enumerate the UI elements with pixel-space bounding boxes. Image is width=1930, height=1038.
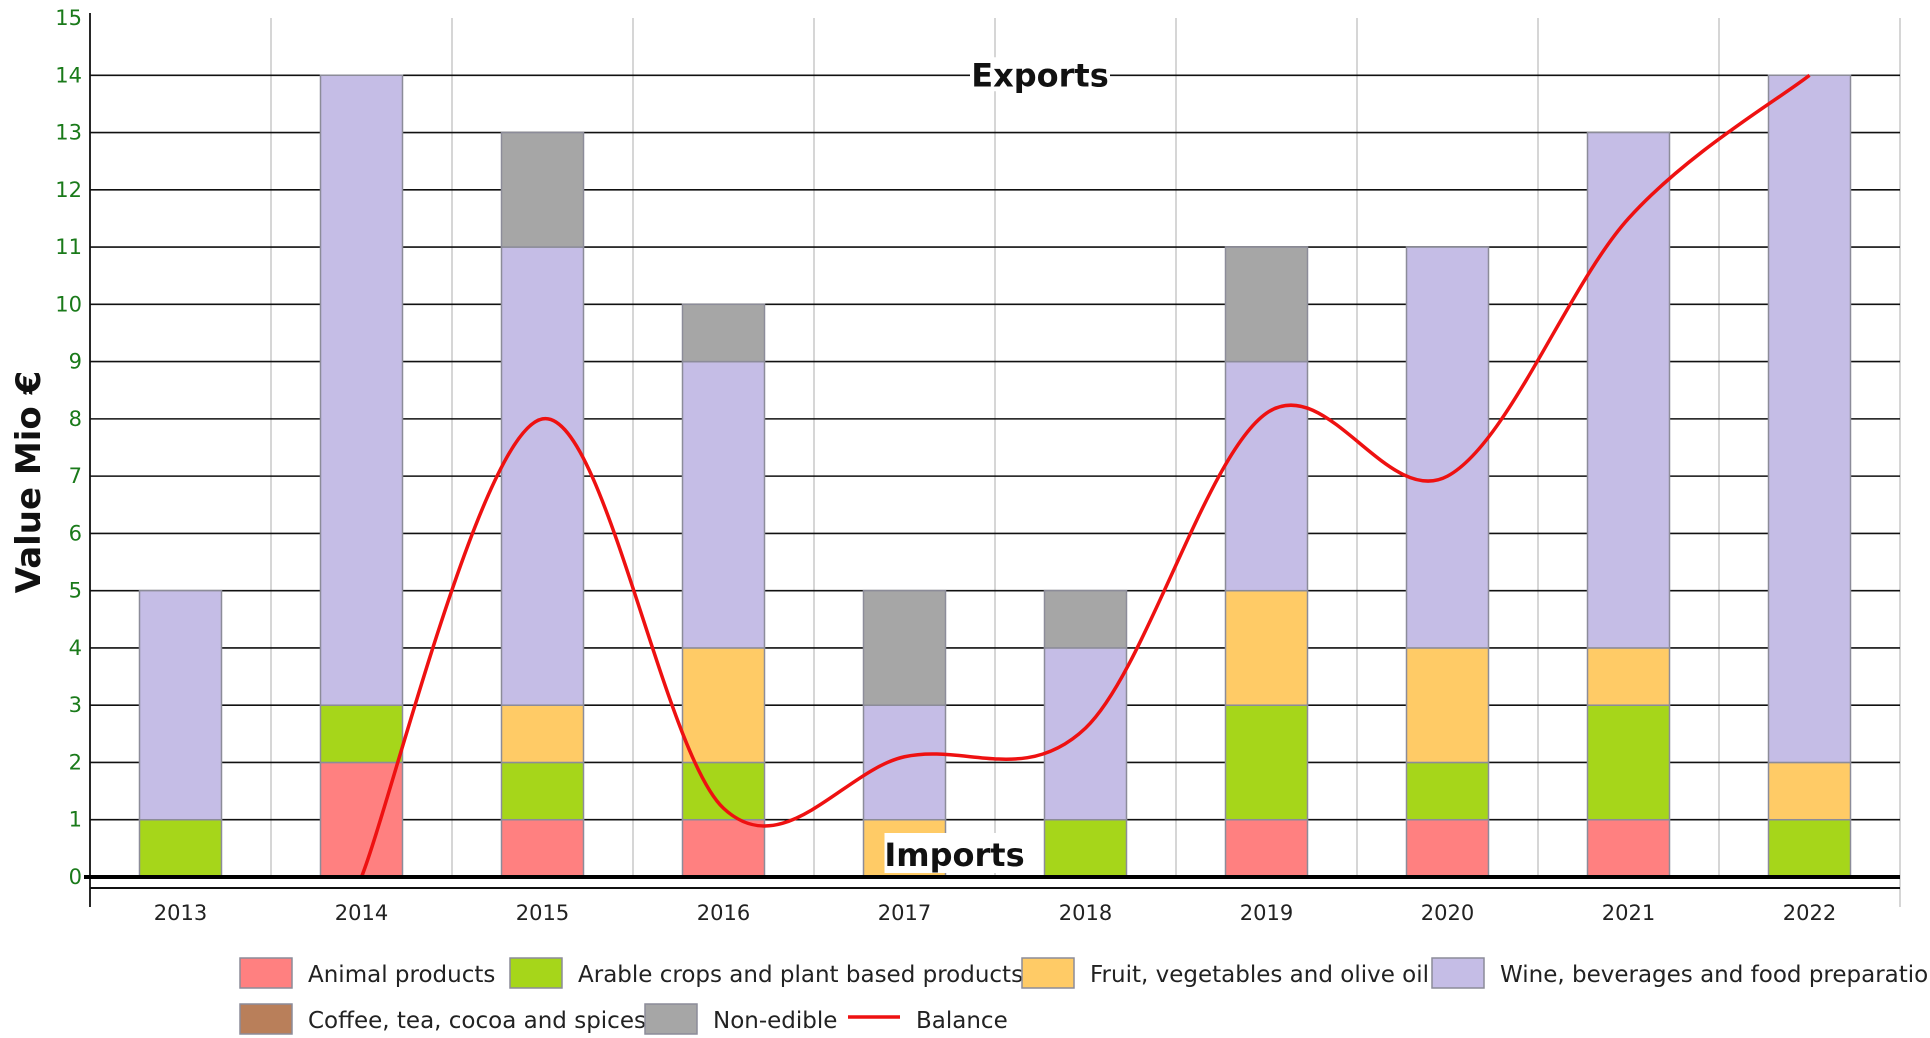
bar-segment — [681, 818, 766, 878]
bar-segment — [681, 303, 766, 363]
bar-segment — [500, 761, 585, 821]
axes — [84, 13, 1900, 907]
bar-segment — [319, 704, 404, 764]
bar-segment — [681, 647, 766, 764]
balance-line — [359, 73, 1811, 878]
y-tick-label: 14 — [55, 63, 82, 87]
legend-label: Fruit, vegetables and olive oil — [1090, 962, 1429, 988]
bar-segment — [1586, 131, 1671, 649]
bar-segment — [1767, 74, 1852, 764]
bar-segment — [1224, 589, 1309, 706]
imports-label: Imports — [884, 836, 1024, 874]
balance-line-group — [359, 73, 1811, 878]
x-tick-label: 2019 — [1240, 901, 1293, 925]
legend-label: Animal products — [308, 962, 495, 988]
x-tick-label: 2021 — [1602, 901, 1655, 925]
bar-segment — [862, 704, 947, 821]
y-tick-label: 4 — [69, 636, 82, 660]
x-tick-labels: 2013 2014 2015 2016 2017 2018 2019 2020 2021 2022 — [154, 901, 1836, 925]
bar-segment — [319, 74, 404, 706]
bar-segment — [1586, 647, 1671, 706]
y-tick-label: 2 — [69, 750, 82, 774]
bar-segment — [319, 761, 404, 878]
stacked-bars — [138, 74, 1852, 878]
y-tick-label: 8 — [69, 407, 82, 431]
bar-segment — [1767, 818, 1852, 878]
x-tick-label: 2016 — [697, 901, 750, 925]
bar-segment — [138, 818, 223, 878]
legend-label: Non-edible — [713, 1008, 837, 1034]
x-tick-label: 2017 — [878, 901, 931, 925]
exports-label: Exports — [971, 56, 1109, 94]
x-tick-label: 2015 — [516, 901, 569, 925]
legend-swatch — [1021, 957, 1075, 989]
bar-segment — [500, 131, 585, 248]
y-tick-label: 12 — [55, 178, 82, 202]
legend-swatch — [1431, 957, 1485, 989]
bar-segment — [681, 761, 766, 821]
x-tick-label: 2018 — [1059, 901, 1112, 925]
legend: Animal products Arable crops and plant ba… — [239, 957, 1930, 1035]
bar-segment — [1405, 246, 1490, 649]
bar-segment — [681, 360, 766, 649]
legend-swatch — [509, 957, 563, 989]
bar-segment — [1405, 647, 1490, 764]
y-tick-label: 13 — [55, 121, 82, 145]
bar-segment — [1224, 704, 1309, 821]
bar-segment — [1224, 818, 1309, 878]
bar-segment — [1043, 818, 1128, 878]
legend-label: Balance — [916, 1008, 1008, 1034]
y-tick-label: 6 — [69, 521, 82, 545]
x-tick-label: 2020 — [1421, 901, 1474, 925]
x-tick-label: 2013 — [154, 901, 207, 925]
exports-label-background — [970, 57, 1110, 92]
x-tick-label: 2014 — [335, 901, 388, 925]
y-axis-label: Value Mio € — [9, 371, 49, 594]
x-tick-label: 2022 — [1783, 901, 1836, 925]
bar-segment — [1586, 818, 1671, 878]
legend-label: Wine, beverages and food preparations — [1500, 962, 1930, 988]
bar-segment — [138, 589, 223, 821]
y-tick-label: 3 — [69, 693, 82, 717]
bar-segment — [1043, 647, 1128, 821]
y-tick-label: 7 — [69, 464, 82, 488]
bar-segment — [500, 818, 585, 878]
bar-segment — [1043, 589, 1128, 649]
bar-segment — [500, 246, 585, 706]
legend-label: Coffee, tea, cocoa and spices — [308, 1008, 646, 1034]
legend-label: Arable crops and plant based products — [578, 962, 1023, 988]
vertical-gridlines — [270, 18, 1901, 907]
bar-segment — [1224, 246, 1309, 363]
bar-segment — [1767, 761, 1852, 821]
bar-segment — [1586, 704, 1671, 821]
legend-swatch — [644, 1003, 698, 1035]
imports-label-background — [884, 833, 1025, 873]
legend-swatch — [239, 1003, 293, 1035]
bar-segment — [1405, 818, 1490, 878]
bar-segment — [862, 589, 947, 706]
bar-segment — [1224, 360, 1309, 592]
y-tick-label: 0 — [69, 865, 82, 889]
bar-segment — [500, 704, 585, 764]
y-tick-label: 1 — [69, 808, 82, 832]
legend-swatch — [239, 957, 293, 989]
y-tick-label: 11 — [55, 235, 82, 259]
y-tick-label: 15 — [55, 6, 82, 30]
y-tick-label: 9 — [69, 350, 82, 374]
y-tick-label: 5 — [69, 579, 82, 603]
y-tick-label: 10 — [55, 292, 82, 316]
bar-segment — [1405, 761, 1490, 821]
